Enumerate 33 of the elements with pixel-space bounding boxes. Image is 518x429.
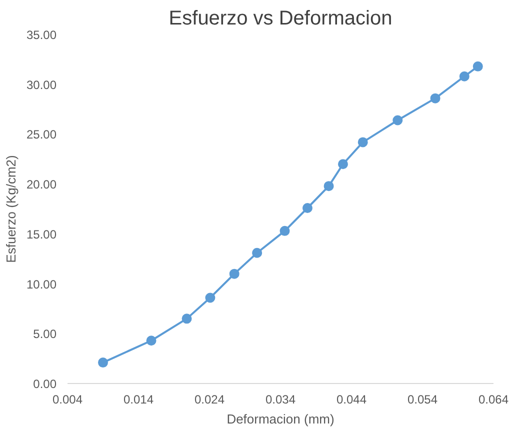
chart-title: Esfuerzo vs Deformacion — [168, 8, 392, 30]
x-tick-label: 0.014 — [123, 392, 154, 406]
x-tick-label: 0.054 — [407, 392, 438, 406]
point — [182, 314, 192, 324]
x-tick-label: 0.024 — [194, 392, 225, 406]
point — [430, 93, 440, 104]
x-tick-label: 0.034 — [265, 392, 296, 406]
y-tick-label: 5.00 — [33, 327, 57, 342]
y-tick-label: 30.00 — [26, 78, 57, 92]
point — [358, 137, 368, 148]
point — [229, 268, 240, 279]
x-axis-title: Deformacion (mm) — [226, 412, 334, 426]
point — [252, 248, 262, 258]
x-tick-label: 0.064 — [478, 392, 509, 406]
y-tick-label: 0.00 — [33, 377, 57, 391]
point — [338, 159, 348, 170]
point — [146, 336, 156, 346]
point — [98, 358, 108, 368]
point — [205, 292, 216, 303]
point — [280, 226, 290, 236]
point — [302, 203, 312, 213]
point — [324, 181, 334, 192]
y-tick-label: 35.00 — [26, 28, 57, 42]
point — [392, 115, 403, 126]
y-tick-label: 15.00 — [26, 227, 57, 242]
point — [472, 61, 483, 72]
x-tick-label: 0.044 — [336, 392, 367, 406]
point — [459, 71, 470, 82]
y-tick-label: 20.00 — [26, 178, 57, 192]
y-tick-label: 25.00 — [26, 128, 57, 142]
y-axis-title: Esfuerzo (Kg/cm2) — [3, 155, 18, 263]
x-tick-label: 0.004 — [52, 392, 83, 406]
y-tick-label: 10.00 — [26, 277, 57, 292]
